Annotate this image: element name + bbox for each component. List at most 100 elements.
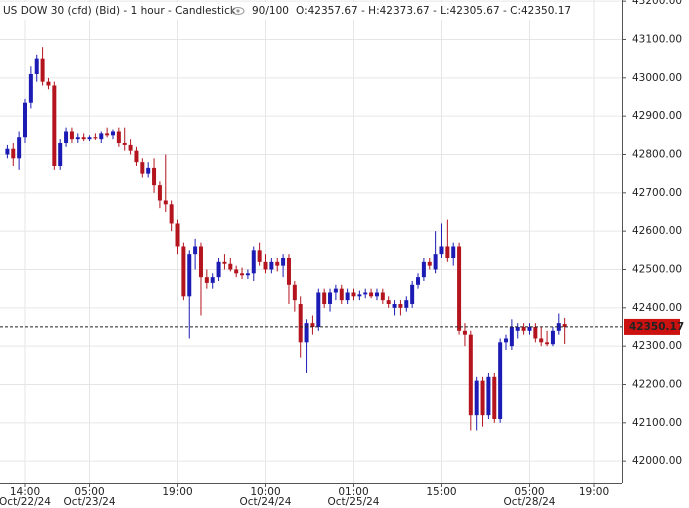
candle-body (545, 342, 550, 345)
candle-body (75, 137, 80, 140)
candle-body (87, 137, 92, 140)
candle-body (204, 277, 209, 283)
candle-body (521, 326, 526, 331)
y-tick-label: 42800.00 (632, 148, 682, 160)
candle-body (328, 292, 333, 304)
candle-body (433, 254, 438, 270)
candle-body (369, 292, 374, 297)
candle-body (128, 144, 133, 151)
candle-body (169, 204, 174, 224)
y-tick-label: 42900.00 (632, 110, 682, 122)
x-date-label: Oct/24/24 (240, 496, 292, 508)
candle-body (34, 58, 39, 74)
candle-body (427, 261, 432, 266)
candle-body (152, 167, 157, 186)
x-tick-label: 05:00 (514, 486, 544, 498)
candle-body (163, 200, 168, 205)
candle-body (286, 257, 291, 285)
candle-body (480, 380, 485, 416)
ohlc-summary: O:42357.67 - H:42373.67 - L:42305.67 - C… (296, 5, 571, 17)
candle-body (28, 73, 33, 103)
candle-body (228, 263, 233, 270)
candle-body (515, 326, 520, 331)
y-tick-label: 42000.00 (632, 455, 682, 467)
candle-body (58, 142, 63, 166)
candle-body (562, 324, 567, 327)
candle-body (240, 273, 245, 276)
y-tick-label: 43000.00 (632, 72, 682, 84)
candle-body (198, 246, 203, 278)
y-tick-label: 42100.00 (632, 417, 682, 429)
eye-icon (231, 7, 245, 15)
candle-body (110, 131, 115, 136)
candle-body (181, 246, 186, 297)
x-date-label: Oct/25/24 (328, 496, 380, 508)
candle-body (322, 292, 327, 304)
candle-body (339, 288, 344, 301)
candle-body (304, 323, 309, 343)
candle-body (398, 303, 403, 308)
candle-body (193, 246, 198, 255)
candle-body (457, 246, 462, 331)
candle-body (462, 330, 467, 335)
candle-body (451, 246, 456, 258)
candle-body (416, 277, 421, 285)
grid-layer (0, 0, 622, 483)
indicator: 90/100 (252, 5, 289, 17)
header: US DOW 30 (cfd) (Bid) - 1 hour - Candles… (0, 2, 571, 20)
x-tick-label: 15:00 (426, 486, 456, 498)
candle-body (5, 148, 10, 155)
y-tick-label: 42300.00 (632, 340, 682, 352)
candle-body (550, 330, 555, 345)
x-tick-label: 19:00 (579, 486, 609, 498)
x-date-label: Oct/23/24 (64, 496, 116, 508)
candle-body (105, 133, 110, 136)
candle-body (52, 85, 57, 166)
candle-body (292, 284, 297, 301)
candle-body (410, 284, 415, 304)
candle-body (93, 137, 98, 139)
candle-body (187, 254, 192, 297)
candle-body (257, 250, 262, 262)
candle-body (40, 58, 45, 82)
last-price-label: 42350.17 (629, 321, 684, 333)
candle-body (210, 277, 215, 283)
candle-body (310, 323, 315, 327)
candle-body (245, 273, 250, 276)
candle-body (404, 300, 409, 308)
candle-body (539, 338, 544, 343)
candle-body (234, 269, 239, 274)
candle-body (333, 288, 338, 293)
candle-body (140, 162, 145, 174)
candle-body (486, 376, 491, 416)
x-tick-label: 14:00 (10, 486, 40, 498)
candle-body (374, 292, 379, 297)
y-tick-label: 42500.00 (632, 263, 682, 275)
candle-body (99, 133, 104, 140)
candle-body (11, 148, 16, 159)
y-tick-label: 42700.00 (632, 187, 682, 199)
candle-body (175, 223, 180, 247)
y-tick-label: 42400.00 (632, 302, 682, 314)
candle-body (251, 250, 256, 274)
candle-body (275, 261, 280, 266)
x-tick-label: 10:00 (250, 486, 280, 498)
candle-body (492, 376, 497, 419)
candle-body (533, 326, 538, 339)
chart-title: US DOW 30 (cfd) (Bid) - 1 hour - Candles… (3, 5, 237, 17)
candle-body (69, 131, 74, 140)
candle-body (351, 292, 356, 297)
candle-body (363, 292, 368, 295)
candle-body (157, 185, 162, 201)
candle-body (445, 246, 450, 258)
candle-body (64, 131, 69, 143)
candle-body (17, 137, 22, 159)
y-tick-label: 42200.00 (632, 378, 682, 390)
candle-body (46, 81, 51, 86)
header-background (0, 2, 560, 20)
candle-body (281, 257, 286, 266)
candle-body (81, 137, 86, 140)
